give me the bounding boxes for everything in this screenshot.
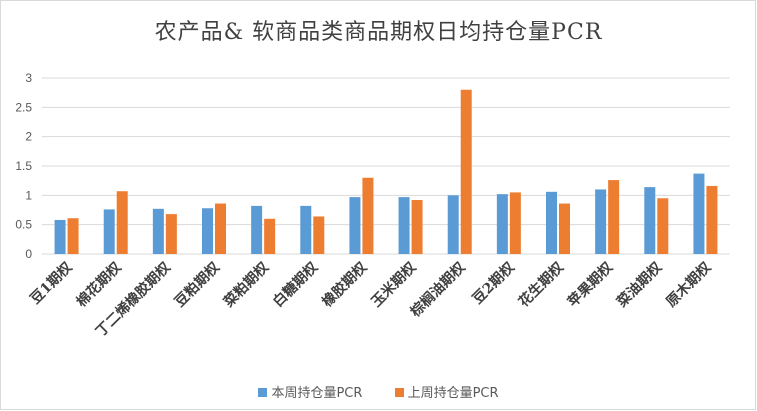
x-tick-label: 豆2期权 [469, 258, 518, 307]
x-tick-label: 原木期权 [663, 258, 715, 310]
x-tick-label: 花生期权 [515, 258, 567, 310]
x-tick-label: 苹果期权 [564, 258, 616, 310]
y-tick-label: 0.5 [15, 218, 32, 232]
legend-swatch-this-week [258, 388, 268, 397]
bar-last-week [313, 216, 325, 254]
legend-swatch-last-week [394, 388, 404, 397]
x-tick-label: 菜油期权 [613, 258, 666, 311]
x-tick-label: 橡胶期权 [319, 258, 371, 310]
legend-item-last-week: 上周持仓量PCR [394, 382, 499, 401]
bar-last-week [608, 180, 620, 254]
bar-this-week [202, 208, 213, 254]
bar-last-week [460, 89, 472, 254]
y-tick-label: 2 [25, 130, 32, 144]
legend-item-this-week: 本周持仓量PCR [258, 382, 362, 401]
bar-last-week [67, 218, 79, 254]
legend-label-this-week: 本周持仓量PCR [271, 386, 363, 401]
y-tick-label: 1 [25, 188, 32, 202]
x-tick-label: 玉米期权 [368, 258, 420, 310]
x-tick-label: 棉花期权 [73, 258, 125, 310]
bar-this-week [398, 197, 410, 254]
bar-last-week [215, 203, 226, 254]
bar-this-week [103, 209, 115, 254]
bar-last-week [559, 203, 570, 254]
bar-last-week [411, 200, 423, 254]
bar-last-week [657, 198, 669, 254]
legend: 本周持仓量PCR 上周持仓量PCR [0, 382, 757, 401]
bar-this-week [152, 208, 164, 254]
bar-last-week [509, 192, 521, 254]
bar-this-week [349, 197, 361, 254]
bar-this-week [447, 195, 459, 254]
bar-last-week [362, 177, 374, 254]
bar-last-week [706, 185, 718, 254]
y-tick-label: 2.5 [15, 100, 32, 114]
y-tick-label: 0 [25, 247, 32, 261]
y-tick-label: 3 [25, 71, 32, 85]
bar-this-week [546, 191, 557, 254]
bar-this-week [54, 219, 66, 254]
legend-label-last-week: 上周持仓量PCR [407, 386, 499, 401]
x-tick-label: 白糖期权 [269, 258, 321, 310]
bar-this-week [693, 173, 705, 254]
bar-this-week [251, 205, 263, 254]
bar-this-week [644, 187, 656, 254]
x-tick-label: 菜粕期权 [220, 258, 273, 311]
y-tick-label: 1.5 [15, 159, 32, 173]
bar-this-week [595, 189, 607, 254]
bar-last-week [165, 214, 177, 254]
bar-last-week [264, 218, 276, 254]
bar-this-week [496, 194, 508, 254]
bar-last-week [116, 191, 128, 254]
x-tick-label: 豆1期权 [27, 258, 76, 307]
bar-this-week [300, 205, 312, 254]
x-tick-label: 豆粕期权 [171, 258, 223, 310]
chart-title: 农产品& 软商品类商品期权日均持仓量PCR [154, 20, 603, 45]
